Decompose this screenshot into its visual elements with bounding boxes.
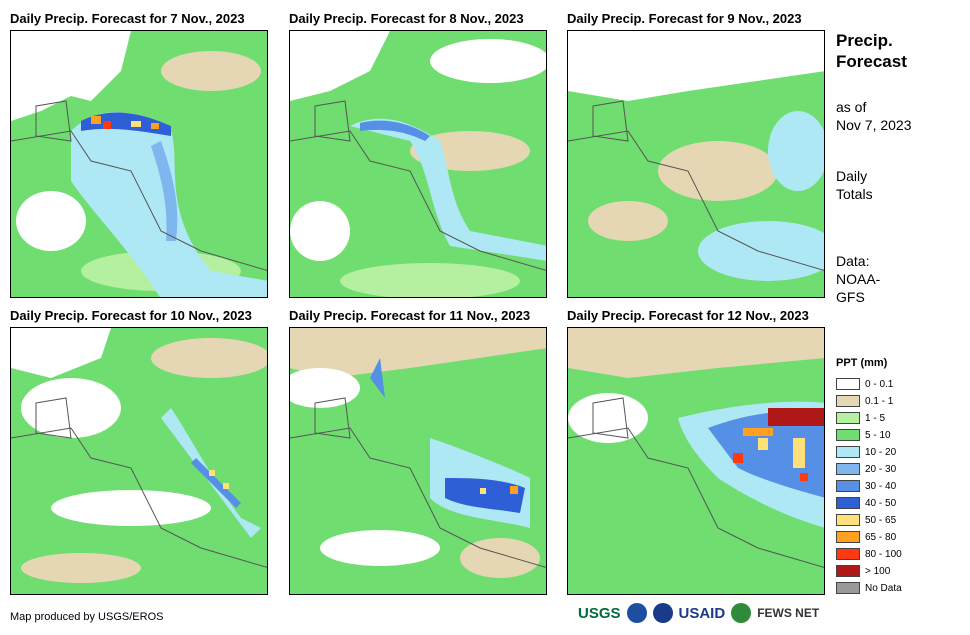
daily-totals-text: Daily Totals — [836, 167, 873, 203]
legend-title: PPT (mm) — [836, 357, 888, 369]
side-title: Precip. Forecast — [836, 30, 907, 72]
legend-swatch — [836, 429, 860, 441]
as-of-line1: as of — [836, 99, 867, 115]
legend-item: 50 - 65 — [836, 513, 896, 527]
legend-label: 10 - 20 — [865, 446, 897, 458]
legend-swatch — [836, 582, 860, 594]
precip-map-5 — [289, 327, 547, 595]
legend-item: No Data — [836, 581, 902, 595]
noaa-logo-icon — [626, 603, 647, 623]
precip-map-4 — [10, 327, 268, 595]
panel-title-4: Daily Precip. Forecast for 10 Nov., 2023 — [10, 308, 252, 323]
panel-title-5: Daily Precip. Forecast for 11 Nov., 2023 — [289, 308, 531, 323]
legend-label: 50 - 65 — [865, 514, 897, 526]
precip-map-1 — [10, 30, 268, 298]
legend-item: > 100 — [836, 564, 890, 578]
credit-text: Map produced by USGS/EROS — [10, 611, 164, 623]
legend-label: No Data — [865, 582, 902, 594]
legend-label: 0 - 0.1 — [865, 378, 894, 390]
legend-item: 0 - 0.1 — [836, 377, 893, 391]
panel-title-1: Daily Precip. Forecast for 7 Nov., 2023 — [10, 11, 245, 26]
precip-map-6 — [567, 327, 825, 595]
precip-map-2 — [289, 30, 547, 298]
legend-item: 0.1 - 1 — [836, 394, 893, 408]
fews-net-logo: FEWS NET — [757, 606, 820, 620]
usgs-logo: USGS — [578, 604, 621, 622]
side-title-line1: Precip. — [836, 31, 893, 50]
legend-label: 5 - 10 — [865, 429, 891, 441]
legend-swatch — [836, 514, 860, 526]
legend-item: 30 - 40 — [836, 479, 896, 493]
legend-item: 20 - 30 — [836, 462, 896, 476]
panel-title-6: Daily Precip. Forecast for 12 Nov., 2023 — [567, 308, 809, 323]
data-line3: GFS — [836, 289, 865, 305]
data-line1: Data: — [836, 253, 870, 269]
legend-label: 1 - 5 — [865, 412, 886, 424]
legend-item: 1 - 5 — [836, 411, 885, 425]
legend-item: 80 - 100 — [836, 547, 902, 561]
legend-item: 10 - 20 — [836, 445, 896, 459]
usaid-seal-icon — [652, 603, 673, 623]
panel-title-3: Daily Precip. Forecast for 9 Nov., 2023 — [567, 11, 802, 26]
legend-swatch — [836, 497, 860, 509]
legend-label: 40 - 50 — [865, 497, 897, 509]
legend-swatch — [836, 480, 860, 492]
legend-swatch — [836, 565, 860, 577]
logo-bar: USGS USAID FEWS NET — [578, 603, 819, 623]
legend-swatch — [836, 531, 860, 543]
panel-title-2: Daily Precip. Forecast for 8 Nov., 2023 — [289, 11, 524, 26]
data-source-text: Data: NOAA- GFS — [836, 252, 880, 306]
legend-label: > 100 — [865, 565, 891, 577]
legend-swatch — [836, 395, 860, 407]
legend-label: 80 - 100 — [865, 548, 902, 560]
legend-swatch — [836, 548, 860, 560]
as-of-text: as of Nov 7, 2023 — [836, 98, 912, 134]
side-title-line2: Forecast — [836, 52, 907, 71]
fews-net-icon — [731, 603, 752, 623]
legend-label: 65 - 80 — [865, 531, 897, 543]
usaid-logo: USAID — [678, 604, 726, 622]
legend-swatch — [836, 378, 860, 390]
legend-label: 0.1 - 1 — [865, 395, 894, 407]
as-of-line2: Nov 7, 2023 — [836, 117, 912, 133]
data-line2: NOAA- — [836, 271, 881, 287]
legend-label: 30 - 40 — [865, 480, 897, 492]
legend-item: 65 - 80 — [836, 530, 896, 544]
legend-swatch — [836, 446, 860, 458]
legend-label: 20 - 30 — [865, 463, 897, 475]
daily-line1: Daily — [836, 168, 868, 184]
daily-line2: Totals — [836, 186, 873, 202]
legend-item: 40 - 50 — [836, 496, 896, 510]
legend-swatch — [836, 463, 860, 475]
legend-item: 5 - 10 — [836, 428, 891, 442]
legend-swatch — [836, 412, 860, 424]
precip-map-3 — [567, 30, 825, 298]
